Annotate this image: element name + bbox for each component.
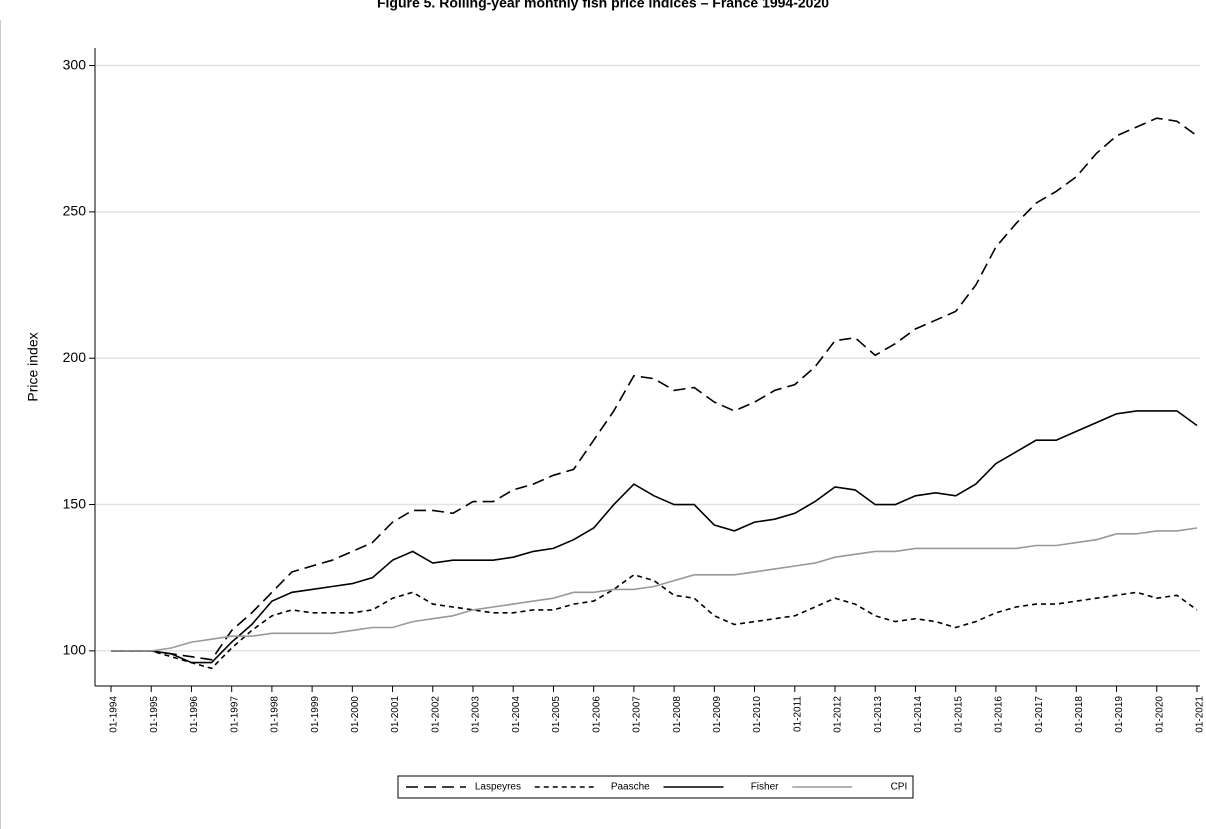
- legend-box: [397, 775, 914, 799]
- x-tick-label: 01-2011: [792, 696, 803, 732]
- x-tick-label: 01-2019: [1114, 696, 1125, 733]
- x-tick-label: 01-2018: [1074, 696, 1085, 733]
- x-tick-label: 01-2003: [471, 696, 482, 733]
- x-tick-label: 01-2021: [1195, 696, 1206, 733]
- x-tick-label: 01-2014: [913, 696, 924, 733]
- x-tick-label: 01-1998: [270, 696, 281, 733]
- legend-label: CPI: [891, 782, 908, 793]
- x-tick-label: 01-2006: [591, 696, 602, 733]
- x-tick-label: 01-2015: [953, 696, 964, 733]
- legend-label: Fisher: [751, 782, 779, 793]
- y-tick-label: 150: [63, 495, 87, 511]
- x-tick-label: 01-2001: [390, 696, 401, 733]
- y-tick-label: 200: [63, 349, 87, 365]
- x-tick-label: 01-1995: [149, 696, 160, 733]
- x-tick-label: 01-2005: [551, 696, 562, 733]
- x-tick-label: 01-2000: [350, 696, 361, 733]
- x-tick-label: 01-2016: [994, 696, 1005, 733]
- x-tick-label: 01-2004: [511, 696, 522, 733]
- x-tick-label: 01-2007: [632, 696, 643, 733]
- legend-label: Laspeyres: [475, 782, 521, 793]
- x-tick-label: 01-1999: [310, 696, 321, 733]
- x-tick-label: 01-2002: [430, 696, 441, 733]
- x-tick-label: 01-1997: [229, 696, 240, 733]
- x-tick-label: 01-2012: [833, 696, 844, 733]
- legend-label: Paasche: [611, 782, 650, 793]
- series-line: [111, 573, 1198, 670]
- y-tick-label: 100: [63, 642, 87, 658]
- y-tick-label: 300: [63, 56, 87, 72]
- series-line: [111, 117, 1198, 661]
- y-axis-label: Price index: [25, 332, 41, 401]
- x-tick-label: 01-1996: [189, 696, 200, 733]
- x-tick-label: 01-2009: [712, 696, 723, 733]
- x-tick-label: 01-2017: [1034, 696, 1045, 733]
- series-line: [111, 527, 1198, 652]
- x-tick-label: 01-1994: [109, 696, 120, 733]
- series-line: [111, 410, 1198, 664]
- x-tick-label: 01-2013: [873, 696, 884, 733]
- x-tick-label: 01-2010: [752, 696, 763, 733]
- chart-title: Figure 5. Rolling-year monthly fish pric…: [377, 0, 829, 11]
- x-tick-label: 01-2020: [1154, 696, 1165, 733]
- x-tick-label: 01-2008: [672, 696, 683, 733]
- y-tick-label: 250: [63, 203, 87, 219]
